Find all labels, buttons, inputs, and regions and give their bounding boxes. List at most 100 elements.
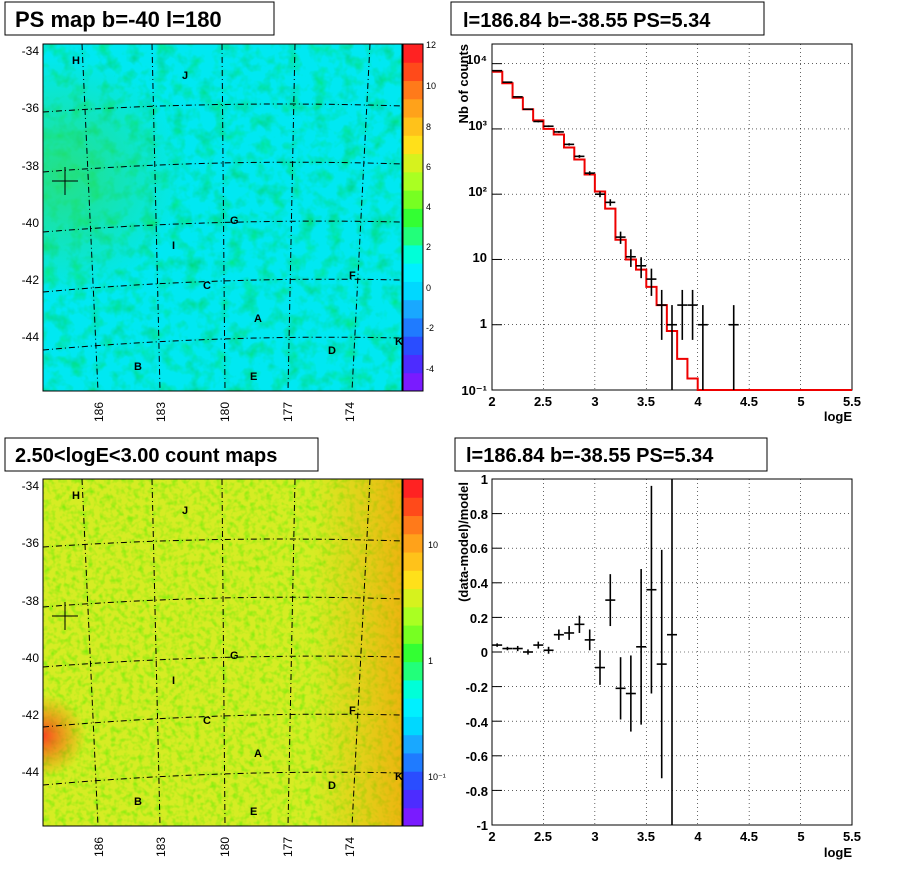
ps-label-g: G: [230, 215, 239, 227]
res-x-tick: 3: [591, 829, 598, 844]
colorbar-band: [403, 372, 423, 392]
colorbar-band: [403, 588, 423, 608]
ps-cbar-tick: -4: [426, 364, 434, 374]
model-step-line: [492, 70, 852, 391]
ps-map-panel: PS map b=-40 l=180 H J G I F C: [4, 1, 436, 422]
res-x-tick: 4.5: [740, 829, 758, 844]
cnt-label-a: A: [254, 748, 262, 760]
colorbar-band: [403, 208, 423, 228]
ps-cbar-tick: 2: [426, 242, 431, 252]
data-point: [636, 257, 647, 279]
residual-point: [656, 549, 667, 779]
res-y-tick: -1: [476, 818, 488, 833]
residual-data-layer: [492, 479, 677, 825]
colorbar-band: [403, 171, 423, 191]
spec-x-tick: 3: [591, 394, 598, 409]
count-map-title-box: [4, 437, 319, 472]
cnt-cbar-tick: 10⁻¹: [428, 772, 446, 782]
res-y-tick: -0.4: [466, 715, 489, 730]
ps-cbar-tick: 12: [426, 40, 436, 50]
residual-point: [564, 626, 575, 640]
ps-label-f: F: [349, 270, 356, 282]
colorbar-band: [403, 479, 423, 498]
ps-label-h: H: [72, 55, 80, 67]
colorbar-band: [403, 44, 423, 63]
residual-point: [646, 485, 657, 694]
data-point: [728, 305, 739, 390]
ps-map-title-box: [4, 1, 275, 36]
cnt-b-tick: -40: [22, 651, 40, 665]
res-x-tick: 2.5: [534, 829, 552, 844]
colorbar-band: [403, 98, 423, 118]
colorbar-band: [403, 698, 423, 717]
cnt-l-tick: 186: [92, 837, 106, 857]
cnt-label-k: K: [395, 771, 403, 783]
data-point: [553, 130, 564, 133]
ps-l-tick: 183: [154, 402, 168, 422]
colorbar-band: [403, 263, 423, 282]
colorbar-band: [403, 299, 423, 319]
colorbar-band: [403, 354, 423, 374]
data-point: [502, 81, 513, 83]
ps-l-tick: 180: [218, 402, 232, 422]
res-y-tick: 1: [481, 472, 488, 487]
ps-b-tick: -36: [22, 101, 40, 115]
spectrum-x-label: logE: [824, 409, 852, 424]
ps-cbar-tick: 6: [426, 162, 431, 172]
residual-panel: l=186.84 b=-38.55 PS=5.34 2 2.5 3 3.5 4 …: [454, 437, 861, 860]
cnt-label-e: E: [250, 806, 257, 818]
colorbar-band: [403, 226, 423, 246]
cnt-label-d: D: [328, 780, 336, 792]
colorbar-band: [403, 771, 423, 790]
ps-b-tick: -34: [22, 44, 40, 58]
residual-tick-marks: [492, 478, 502, 826]
res-y-tick: 0.6: [470, 541, 488, 556]
spec-y-tick: 10²: [468, 184, 487, 199]
residual-point: [533, 641, 544, 649]
cnt-l-tick: 183: [154, 837, 168, 857]
spec-x-tick: 5.5: [843, 394, 861, 409]
ps-l-tick: 186: [92, 402, 106, 422]
colorbar-band: [403, 661, 423, 681]
cnt-label-j: J: [182, 505, 188, 517]
colorbar-band: [403, 734, 423, 754]
ps-b-tick: -44: [22, 330, 40, 344]
residual-point: [584, 629, 595, 651]
residual-y-ticks: 1 0.8 0.6 0.4 0.2 0 -0.2 -0.4 -0.6 -0.8 …: [466, 472, 489, 833]
cnt-b-tick: -34: [22, 479, 40, 493]
cnt-b-tick: -42: [22, 708, 40, 722]
ps-cbar-tick: 10: [426, 81, 436, 91]
ps-map-letters: H J G I F C A D K B E: [72, 55, 403, 383]
res-y-tick: 0.8: [470, 507, 488, 522]
residual-point: [502, 646, 513, 651]
residual-point: [615, 657, 626, 720]
residual-point: [512, 645, 523, 652]
cnt-b-tick: -38: [22, 594, 40, 608]
res-y-tick: 0.2: [470, 611, 488, 626]
colorbar-frame: [402, 478, 424, 827]
colorbar-band: [403, 515, 423, 535]
res-y-tick: -0.6: [466, 749, 488, 764]
ps-l-tick: 177: [281, 402, 295, 422]
cnt-label-h: H: [72, 490, 80, 502]
count-map-title: 2.50<logE<3.00 count maps: [15, 445, 277, 467]
ps-map-source-marker: [52, 167, 78, 195]
spectrum-panel: l=186.84 b=-38.55 PS=5.34 2 2.5 3 3.5 4 …: [450, 1, 861, 424]
spec-y-tick: 10⁴: [466, 52, 487, 67]
count-map-letters: H J G I F C A D K B E: [72, 490, 403, 818]
count-map-l-axis: 186 183 180 177 174: [92, 837, 357, 857]
spectrum-model-layer: [492, 70, 852, 391]
colorbar-band: [403, 153, 423, 173]
data-point: [687, 289, 698, 340]
ps-cbar-tick: 0: [426, 283, 431, 293]
data-point: [595, 191, 605, 198]
res-y-tick: -0.8: [466, 784, 488, 799]
residual-point: [543, 646, 554, 654]
residual-y-label: (data-model)/model: [456, 482, 471, 602]
spec-y-tick: 10⁻¹: [461, 383, 487, 398]
ps-label-c: C: [203, 280, 211, 292]
count-map-panel: 2.50<logE<3.00 count maps H J G I: [4, 437, 446, 857]
ps-cbar-tick: 8: [426, 122, 431, 132]
res-y-tick: 0: [481, 645, 488, 660]
